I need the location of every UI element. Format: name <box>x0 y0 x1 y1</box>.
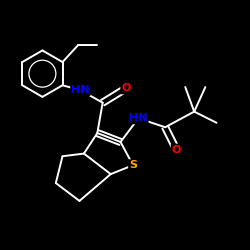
Text: S: S <box>129 160 137 170</box>
Text: HN: HN <box>129 113 148 123</box>
Text: HN: HN <box>71 85 90 95</box>
Text: O: O <box>172 144 181 154</box>
Text: O: O <box>121 84 130 94</box>
